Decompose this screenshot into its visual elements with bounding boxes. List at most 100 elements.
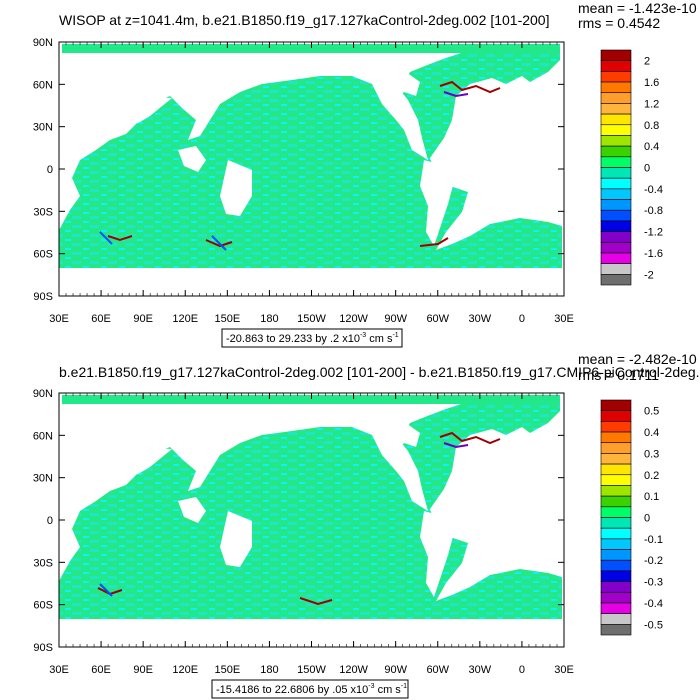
colorbar-label: -0.2 (644, 555, 663, 567)
colorbar-swatch (600, 71, 632, 83)
range-label: -15.4186 to 22.6806 by .05 x10 (216, 684, 368, 696)
range-box: -20.863 to 29.233 by .2 x10-3 cm s-1 (221, 328, 403, 348)
x-tick-label: 150E (214, 313, 240, 325)
x-tick-label: 30W (469, 313, 492, 325)
colorbar-label: 0.2 (644, 470, 659, 482)
colorbar-swatch (600, 81, 632, 94)
colorbar-swatch (600, 274, 632, 286)
colorbar-label: -2 (644, 269, 654, 281)
x-tick-label: 150W (297, 313, 326, 325)
range-units: cm s (375, 684, 402, 696)
colorbar-swatch (600, 49, 632, 61)
y-tick-label: 90N (33, 37, 53, 49)
x-tick-label: 180 (260, 313, 278, 325)
colorbar-swatch (600, 495, 632, 508)
colorbar-label: -0.4 (644, 184, 663, 196)
rms-label: rms = 0.4542 (578, 15, 660, 31)
colorbar-swatch (600, 113, 632, 126)
y-tick-label: 30S (33, 206, 53, 218)
colorbar-swatch (600, 517, 632, 529)
x-tick-label: 150W (297, 664, 326, 676)
range-units: cm s (366, 333, 393, 345)
colorbar-swatch (600, 570, 632, 582)
range-exponent: -3 (368, 683, 374, 690)
colorbar-swatch (600, 156, 632, 168)
colorbar-swatch (600, 103, 632, 115)
mean-label: mean = -1.423e-10 (578, 0, 697, 16)
colorbar-label: 0 (644, 163, 650, 175)
colorbar-swatch (600, 442, 632, 454)
y-tick-label: 60S (33, 249, 53, 261)
x-tick-label: 120E (172, 664, 198, 676)
colorbar-label: 2 (644, 56, 650, 68)
x-tick-labels: 30E 60E 90E 120E 150E 180 150W 120W 90W 60W 30W 0 30… (49, 313, 574, 325)
colorbar-label: 0 (644, 513, 650, 525)
colorbar-swatch (600, 199, 632, 211)
colorbar-swatch (600, 549, 632, 561)
colorbar-swatch (600, 263, 632, 275)
colorbar-label: 1.2 (644, 98, 659, 110)
y-tick-label: 0 (47, 515, 53, 527)
y-tick-label: 60N (33, 79, 53, 91)
colorbar: 2 1.6 1.2 0.8 0.4 0 -0.4 -0.8 -1.2 -1.6 -2 (600, 49, 663, 286)
range-box: -15.4186 to 22.6806 by .05 x10-3 cm s-1 (211, 679, 409, 699)
colorbar-label: 0.1 (644, 491, 659, 503)
x-tick-label: 90W (384, 313, 407, 325)
mean-label: mean = -2.482e-10 (578, 351, 697, 367)
x-tick-label: 120W (339, 664, 368, 676)
x-tick-label: 30E (49, 313, 69, 325)
colorbar-swatch (600, 399, 632, 411)
range-exponent: -3 (360, 332, 366, 339)
x-tick-label: 30E (554, 313, 574, 325)
rms-label: rms = 0.1711 (578, 367, 659, 383)
x-tick-label: 90E (133, 313, 153, 325)
colorbar-swatch (600, 231, 632, 243)
x-tick-label: 60E (91, 313, 111, 325)
colorbar-swatch (600, 410, 632, 422)
colorbar-label: -1.2 (644, 227, 663, 239)
colorbar-label: -0.4 (644, 598, 663, 610)
y-tick-label: 90S (33, 291, 53, 303)
panel-title: WISOP at z=1041.4m, b.e21.B1850.f19_g17.… (59, 12, 549, 28)
colorbar-swatch (600, 591, 632, 604)
x-tick-labels: 30E 60E 90E 120E 150E 180 150W 120W 90W 60W 30W 0 30… (49, 664, 574, 676)
colorbar-swatch (600, 485, 632, 497)
x-tick-label: 30W (469, 664, 492, 676)
axis-ticks (58, 392, 565, 648)
colorbar-label: 0.3 (644, 448, 659, 460)
colorbar-swatch (600, 527, 632, 540)
x-tick-label: 60E (91, 664, 111, 676)
colorbar-label: -0.3 (644, 577, 663, 589)
y-tick-label: 60N (33, 430, 53, 442)
x-tick-label: 60W (426, 664, 449, 676)
colorbar-label: 0.8 (644, 120, 659, 132)
x-tick-label: 120E (172, 313, 198, 325)
y-tick-labels: 90N 60N 30N 0 30S 60S 90S (33, 388, 53, 654)
range-units-exponent: -1 (392, 332, 398, 339)
y-tick-label: 90S (33, 642, 53, 654)
colorbar-swatch (600, 431, 632, 444)
x-tick-label: 150E (214, 664, 240, 676)
colorbar-label: 0.4 (644, 427, 659, 439)
colorbar-label: -1.6 (644, 248, 663, 260)
y-tick-label: 0 (47, 164, 53, 176)
colorbar-swatch (600, 463, 632, 476)
colorbar-swatch (600, 145, 632, 158)
svg-text:-15.4186 to 22.6806 by .05 x10: -15.4186 to 22.6806 by .05 x10-3 cm s-1 (216, 683, 407, 696)
colorbar-swatch (600, 421, 632, 433)
axis-ticks (58, 41, 565, 297)
colorbar-swatch (600, 60, 632, 72)
y-tick-label: 30N (33, 473, 53, 485)
colorbar-swatch (600, 581, 632, 593)
colorbar-swatch (600, 177, 632, 190)
colorbar-swatch (600, 252, 632, 264)
x-tick-label: 0 (519, 313, 525, 325)
colorbar-swatch (600, 602, 632, 614)
range-units-exponent: -1 (401, 683, 407, 690)
colorbar-swatch (600, 188, 632, 200)
panel-title: b.e21.B1850.f19_g17.127kaControl-2deg.00… (59, 364, 700, 380)
colorbar-swatch (600, 167, 632, 179)
colorbar: 0.5 0.4 0.3 0.2 0.1 0 -0.1 -0.2 -0.3 -0.4 -0.5 (600, 399, 663, 636)
colorbar-swatch (600, 613, 632, 625)
